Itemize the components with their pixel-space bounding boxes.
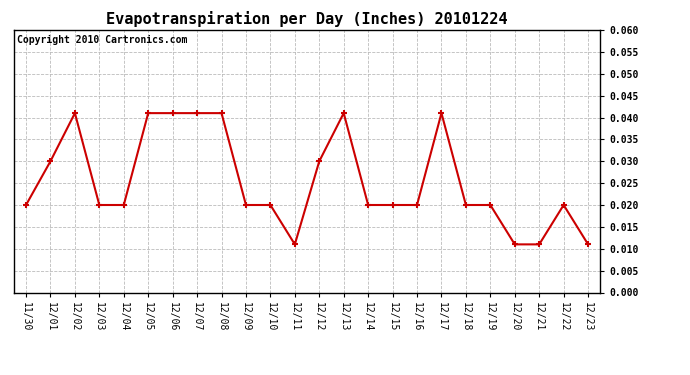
Text: Copyright 2010 Cartronics.com: Copyright 2010 Cartronics.com (17, 35, 187, 45)
Title: Evapotranspiration per Day (Inches) 20101224: Evapotranspiration per Day (Inches) 2010… (106, 12, 508, 27)
